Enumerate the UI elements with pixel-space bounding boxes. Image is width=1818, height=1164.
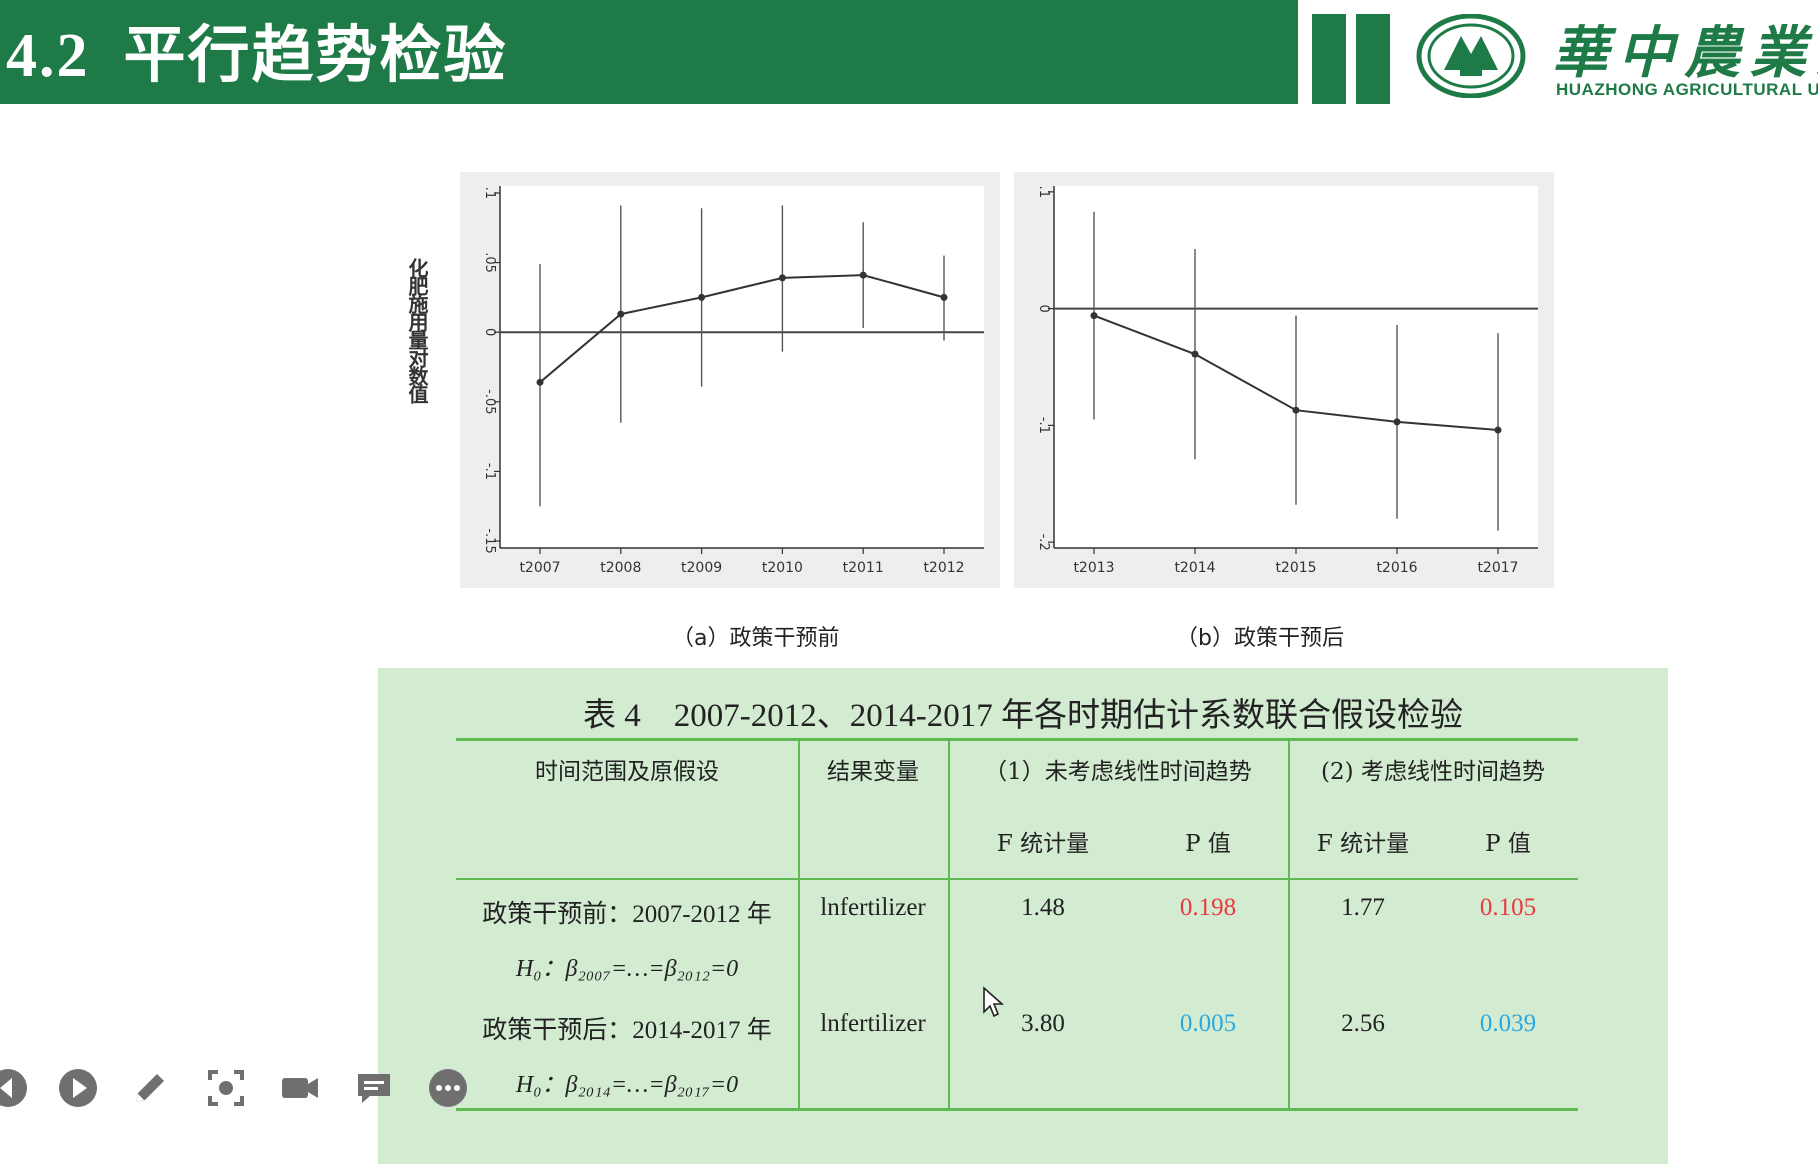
chart-a-plot-area — [500, 186, 984, 548]
row1-variable: lnfertilizer — [820, 894, 926, 921]
header-variable: 结果变量 — [827, 759, 919, 785]
table-divider-3 — [1288, 740, 1290, 1110]
slide-number: 4.2 — [6, 22, 90, 90]
chart-a-x-tick-label: t2007 — [519, 560, 560, 576]
chart-a-point — [617, 310, 625, 318]
chart-a-x-tick-label: t2009 — [681, 560, 722, 576]
comment-icon[interactable] — [352, 1066, 396, 1110]
table-bottom-rule — [456, 1108, 1578, 1111]
chart-b-point — [1494, 426, 1502, 434]
row1-f1: 1.48 — [1021, 894, 1065, 921]
row1-p1: 0.198 — [1179, 894, 1237, 921]
presentation-toolbar — [0, 1066, 480, 1126]
mouse-cursor-icon — [983, 986, 1005, 1018]
header-bar: 4.2 平行趋势检验 — [0, 0, 1298, 104]
chart-b-x-tick-label: t2017 — [1477, 560, 1518, 576]
header-f-stat-2: F 统计量 — [1316, 831, 1410, 857]
chart-a-point — [536, 378, 544, 386]
row2-variable: lnfertilizer — [820, 1010, 926, 1037]
row2-f1: 3.80 — [1021, 1010, 1065, 1037]
table-title: 表 4 2007-2012、2014-2017 年各时期估计系数联合假设检验 — [583, 698, 1463, 734]
chart-b-x-tick-label: t2015 — [1275, 560, 1316, 576]
chart-a-svg: .1 .05 0 -.05 -.1 -.15 t2007 t2008 t2009 t2010 t20… — [482, 186, 984, 576]
chart-a-point — [859, 271, 867, 279]
chart-b-x-tick-label: t2014 — [1174, 560, 1215, 576]
header-period: 时间范围及原假设 — [535, 759, 719, 785]
caption-b: （b）政策干预后 — [1176, 626, 1344, 651]
row1-hypothesis: H₀：β₂₀₀₇=…=β₂₀₁₂=0 — [515, 956, 739, 982]
header-p-value-2: P 值 — [1485, 831, 1531, 857]
chart-a-y-tick-label: .05 — [482, 252, 497, 273]
deco-stripe-right — [1356, 14, 1390, 104]
chart-a-point — [940, 293, 948, 301]
chart-a-x-tick-label: t2012 — [923, 560, 964, 576]
chart-a-x-tick-label: t2008 — [600, 560, 641, 576]
chart-a-point — [698, 293, 706, 301]
pen-icon[interactable] — [128, 1066, 172, 1110]
chart-a-y-tick-label: .1 — [482, 187, 497, 199]
chart-b-y-tick-label: -.2 — [1036, 534, 1051, 551]
slide-title-text: 平行趋势检验 — [123, 18, 508, 91]
row1-period: 政策干预前：2007-2012 年 — [482, 901, 772, 928]
chart-panel-a: .1 .05 0 -.05 -.1 -.15 t2007 t2008 t2009 t2010 t20… — [460, 172, 1000, 588]
header-f-stat-1: F 统计量 — [996, 831, 1090, 857]
row1-p2: 0.105 — [1479, 894, 1537, 921]
row2-period: 政策干预后：2014-2017 年 — [482, 1017, 772, 1044]
row2-f2: 2.56 — [1341, 1010, 1385, 1037]
row2-p2: 0.039 — [1479, 1010, 1537, 1037]
chart-b-y-tick-label: .1 — [1036, 186, 1051, 198]
chart-b-point — [1090, 312, 1098, 320]
table-header-rule — [456, 878, 1578, 880]
row2-hypothesis: H₀：β₂₀₁₄=…=β₂₀₁₇=0 — [515, 1072, 739, 1098]
chart-a-y-tick-label: -.1 — [482, 463, 497, 480]
table-divider-1 — [798, 740, 800, 1110]
university-name-cn: 華中農業大 — [1552, 20, 1818, 86]
play-icon[interactable] — [56, 1066, 100, 1110]
chart-b-y-tick-label: 0 — [1036, 304, 1051, 312]
chart-b-y-tick-label: -.1 — [1036, 417, 1051, 434]
chart-b-point — [1393, 418, 1401, 426]
university-seal-icon — [1416, 14, 1526, 98]
header-no-trend: （1）未考虑线性时间趋势 — [984, 759, 1252, 785]
university-name-en: HUAZHONG AGRICULTURAL U — [1556, 80, 1818, 99]
slide-title: 4.2 平行趋势检验 — [6, 4, 508, 94]
screenshot-icon[interactable] — [204, 1066, 248, 1110]
video-icon[interactable] — [278, 1066, 322, 1110]
chart-a-y-tick-label: 0 — [482, 328, 497, 336]
chart-a-x-tick-label: t2011 — [843, 560, 884, 576]
table-panel: 表 4 2007-2012、2014-2017 年各时期估计系数联合假设检验 时… — [378, 668, 1668, 1164]
chart-y-axis-label: 化肥施用量对数值 — [405, 258, 429, 402]
prev-icon[interactable] — [0, 1066, 30, 1110]
more-icon[interactable] — [426, 1066, 470, 1110]
chart-b-x-tick-label: t2016 — [1376, 560, 1417, 576]
row1-f2: 1.77 — [1341, 894, 1385, 921]
chart-a-point — [778, 274, 786, 282]
chart-a-y-tick-label: -.15 — [482, 528, 497, 553]
chart-b-point — [1191, 350, 1199, 358]
chart-b-x-tick-label: t2013 — [1073, 560, 1114, 576]
chart-panel-b: .1 0 -.1 -.2 t2013 t2014 t2015 t2016 t2017 — [1014, 172, 1554, 588]
deco-stripe-left — [1312, 14, 1346, 104]
chart-a-series-line — [539, 274, 945, 384]
header-with-trend: (2) 考虑线性时间趋势 — [1321, 759, 1545, 785]
header-p-value-1: P 值 — [1185, 831, 1231, 857]
caption-a: （a）政策干预前 — [672, 626, 840, 651]
chart-a-x-tick-label: t2010 — [762, 560, 803, 576]
table-top-rule — [456, 738, 1578, 741]
chart-a-y-tick-label: -.05 — [482, 389, 497, 414]
row2-p1: 0.005 — [1179, 1010, 1237, 1037]
chart-b-point — [1292, 406, 1300, 414]
chart-b-svg: .1 0 -.1 -.2 t2013 t2014 t2015 t2016 t2017 — [1036, 186, 1538, 576]
table-divider-2 — [948, 740, 950, 1110]
